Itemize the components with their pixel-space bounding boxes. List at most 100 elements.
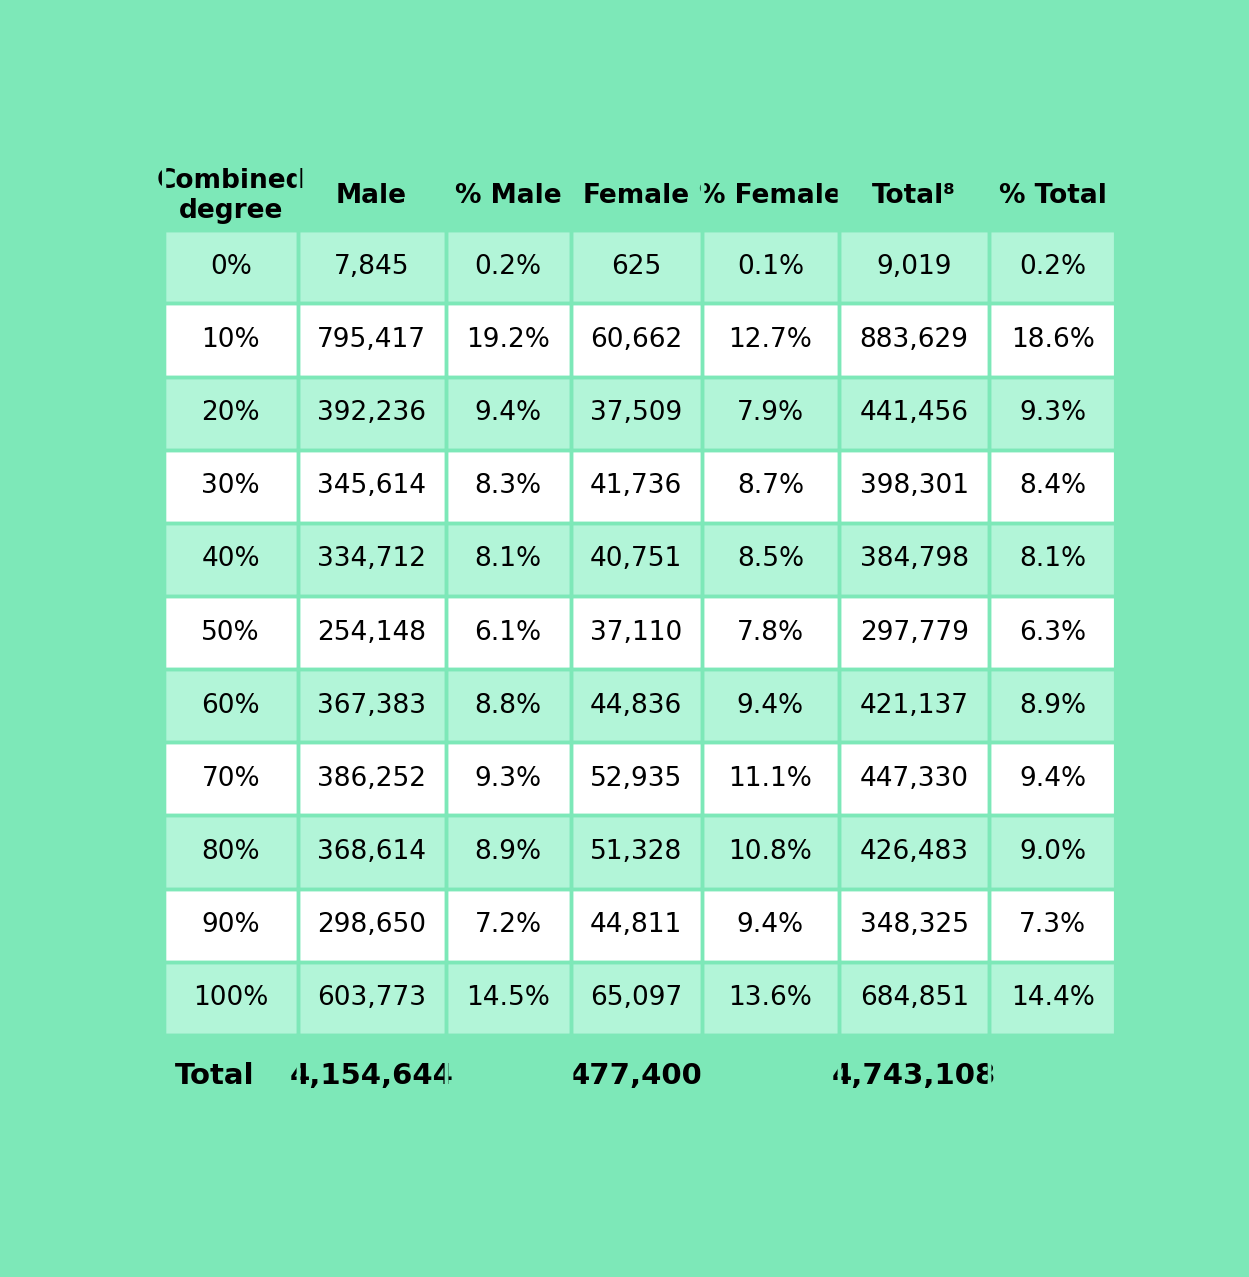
Text: % Total: % Total: [999, 183, 1107, 208]
Bar: [297, 161, 446, 230]
Bar: [702, 230, 839, 304]
Text: 37,509: 37,509: [591, 400, 682, 427]
Text: 254,148: 254,148: [317, 619, 426, 646]
Bar: [839, 304, 989, 377]
Text: % Female: % Female: [699, 183, 842, 208]
Bar: [446, 889, 571, 962]
Bar: [164, 816, 297, 889]
Bar: [571, 304, 702, 377]
Text: 348,325: 348,325: [859, 912, 969, 939]
Text: 298,650: 298,650: [317, 912, 426, 939]
Text: 9.3%: 9.3%: [1019, 400, 1087, 427]
Bar: [989, 962, 1117, 1034]
Bar: [839, 230, 989, 304]
Bar: [164, 304, 297, 377]
Text: 44,811: 44,811: [591, 912, 682, 939]
Bar: [446, 742, 571, 816]
Bar: [571, 230, 702, 304]
Bar: [571, 1034, 702, 1119]
Bar: [989, 596, 1117, 669]
Bar: [839, 450, 989, 522]
Bar: [297, 596, 446, 669]
Bar: [702, 304, 839, 377]
Bar: [989, 742, 1117, 816]
Text: 60,662: 60,662: [591, 327, 682, 352]
Bar: [571, 522, 702, 596]
Bar: [164, 962, 297, 1034]
Text: Combined
degree: Combined degree: [156, 167, 305, 223]
Bar: [297, 1034, 446, 1119]
Text: 795,417: 795,417: [317, 327, 426, 352]
Bar: [164, 596, 297, 669]
Text: 8.8%: 8.8%: [475, 692, 542, 719]
Text: 4,743,108: 4,743,108: [832, 1062, 997, 1091]
Text: 6.1%: 6.1%: [475, 619, 542, 646]
Bar: [571, 161, 702, 230]
Text: 14.4%: 14.4%: [1010, 986, 1095, 1011]
Bar: [989, 816, 1117, 889]
Bar: [702, 450, 839, 522]
Bar: [702, 742, 839, 816]
Bar: [839, 161, 989, 230]
Bar: [839, 450, 989, 522]
Bar: [571, 669, 702, 742]
Bar: [164, 669, 297, 742]
Bar: [989, 522, 1117, 596]
Text: Total⁸: Total⁸: [872, 183, 955, 208]
Text: 8.3%: 8.3%: [475, 474, 542, 499]
Text: 447,330: 447,330: [859, 766, 969, 792]
Bar: [297, 669, 446, 742]
Bar: [446, 450, 571, 522]
Bar: [839, 596, 989, 669]
Bar: [989, 742, 1117, 816]
Text: 19.2%: 19.2%: [466, 327, 550, 352]
Text: Male: Male: [336, 183, 407, 208]
Bar: [297, 962, 446, 1034]
Bar: [839, 669, 989, 742]
Bar: [571, 596, 702, 669]
Bar: [839, 742, 989, 816]
Bar: [989, 377, 1117, 450]
Text: 50%: 50%: [201, 619, 260, 646]
Bar: [702, 377, 839, 450]
Text: 0.2%: 0.2%: [475, 254, 542, 280]
Bar: [571, 596, 702, 669]
Text: Female: Female: [583, 183, 689, 208]
Bar: [571, 230, 702, 304]
Bar: [164, 669, 297, 742]
Text: 20%: 20%: [201, 400, 260, 427]
Bar: [989, 522, 1117, 596]
Text: 334,712: 334,712: [317, 547, 426, 572]
Text: 368,614: 368,614: [317, 839, 426, 865]
Bar: [702, 669, 839, 742]
Bar: [989, 161, 1117, 230]
Text: 9,019: 9,019: [877, 254, 952, 280]
Bar: [446, 377, 571, 450]
Bar: [164, 161, 297, 230]
Bar: [989, 596, 1117, 669]
Bar: [702, 962, 839, 1034]
Bar: [297, 161, 446, 230]
Text: 65,097: 65,097: [591, 986, 682, 1011]
Text: 14.5%: 14.5%: [466, 986, 550, 1011]
Bar: [571, 377, 702, 450]
Bar: [839, 742, 989, 816]
Bar: [164, 1034, 297, 1119]
Bar: [839, 816, 989, 889]
Bar: [571, 450, 702, 522]
Text: 883,629: 883,629: [859, 327, 969, 352]
Text: 0%: 0%: [210, 254, 251, 280]
Bar: [297, 450, 446, 522]
Bar: [571, 669, 702, 742]
Bar: [702, 230, 839, 304]
Text: 30%: 30%: [201, 474, 260, 499]
Bar: [989, 304, 1117, 377]
Bar: [446, 377, 571, 450]
Text: 10%: 10%: [201, 327, 260, 352]
Bar: [446, 304, 571, 377]
Bar: [839, 962, 989, 1034]
Text: 6.3%: 6.3%: [1019, 619, 1087, 646]
Bar: [164, 522, 297, 596]
Bar: [571, 742, 702, 816]
Bar: [297, 962, 446, 1034]
